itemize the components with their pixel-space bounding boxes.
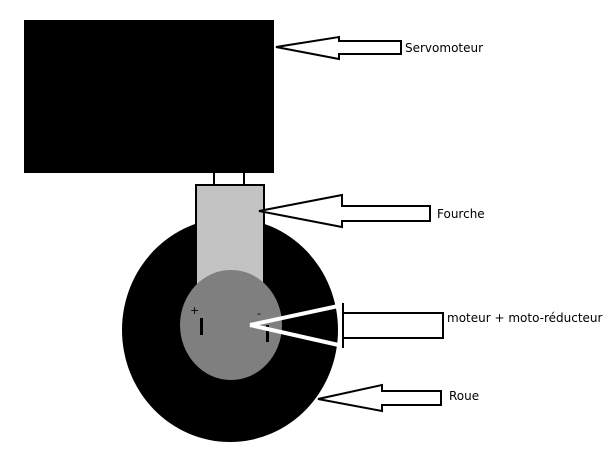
servomotor-block [24, 20, 274, 173]
motor-terminal-minus [266, 325, 269, 342]
wheel-arrow [317, 383, 442, 413]
motor-terminal-plus [200, 318, 203, 335]
wheel-label: Roue [449, 389, 480, 403]
fork [195, 184, 265, 286]
motor-arrow-shaft [342, 303, 444, 348]
motor-pointer-upper [249, 303, 344, 327]
terminal-plus-label: + [190, 304, 200, 317]
fork-label: Fourche [437, 207, 485, 221]
fork-arrow [258, 193, 431, 229]
servo-arrow [275, 35, 402, 61]
motor-pointer-lower [249, 323, 344, 348]
terminal-minus-label: - [257, 307, 261, 320]
servomotor-label: Servomoteur [405, 41, 484, 55]
motor-label: moteur + moto-réducteur [447, 311, 603, 325]
motor-hub [180, 270, 282, 380]
